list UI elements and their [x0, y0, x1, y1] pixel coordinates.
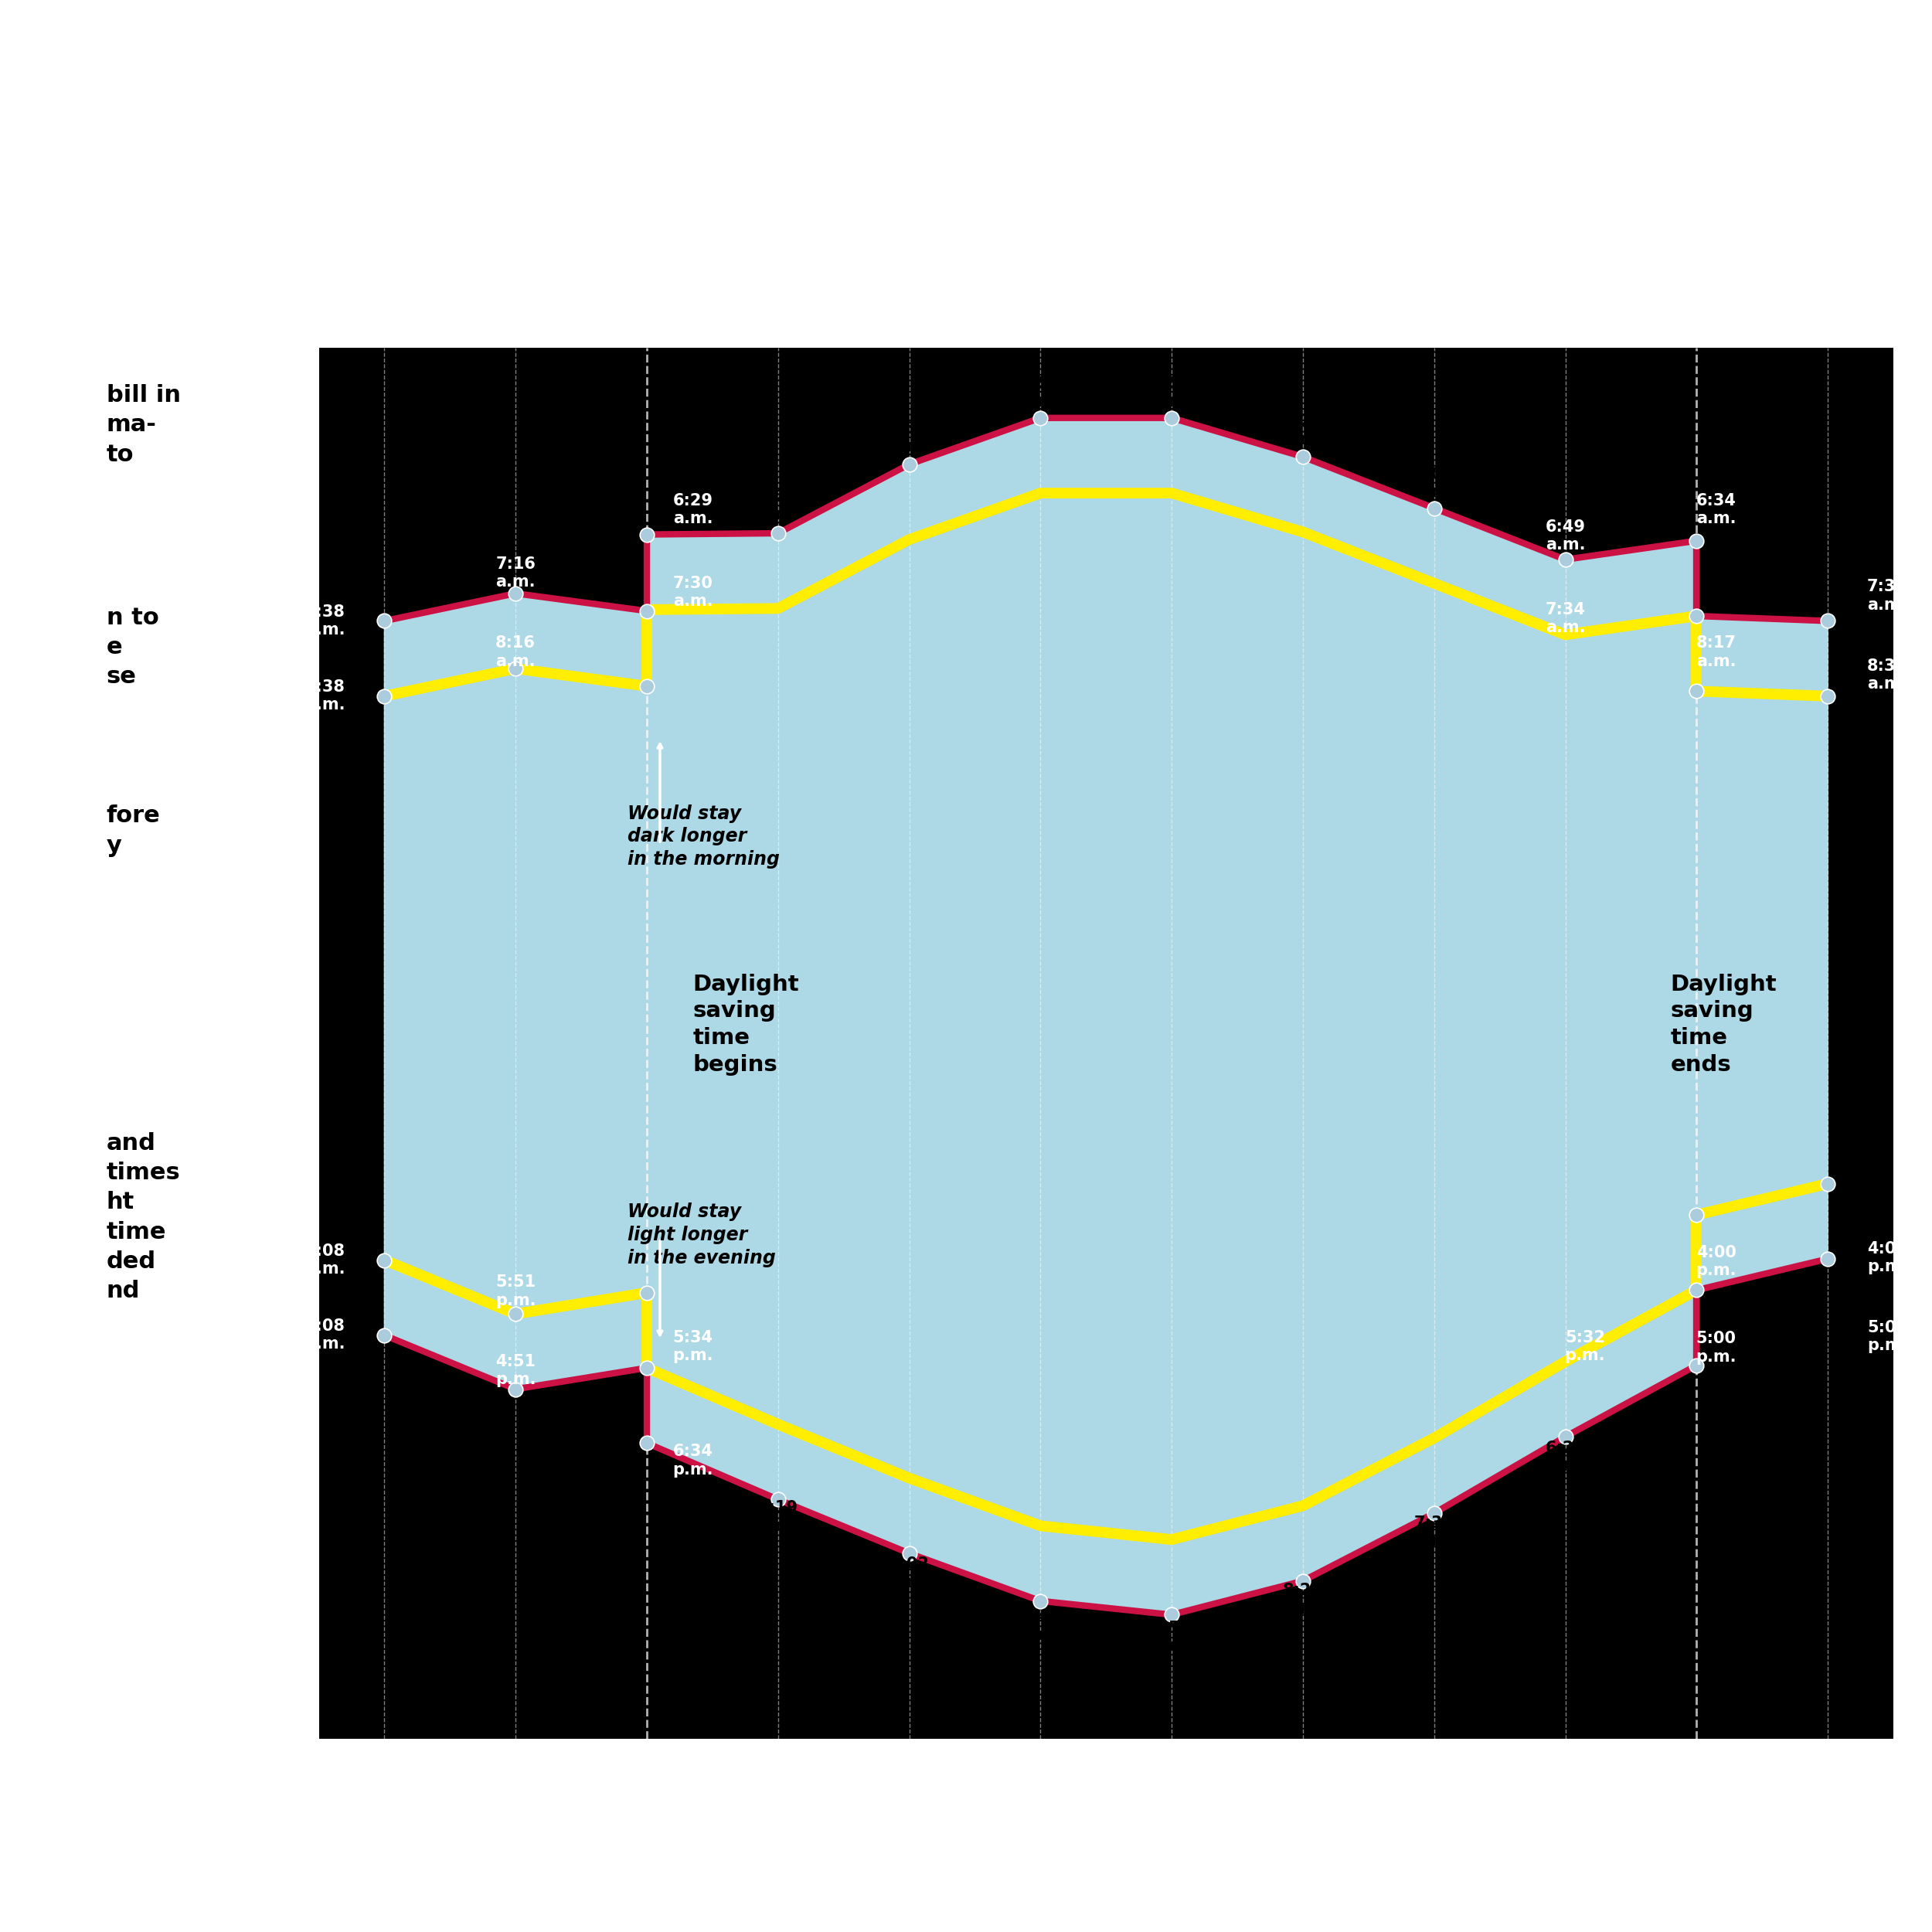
Text: 8:38
a.m.: 8:38 a.m.: [1866, 659, 1907, 692]
Text: 7:16
a.m.: 7:16 a.m.: [495, 556, 535, 589]
Point: [1155, 1600, 1186, 1631]
Point: [1287, 440, 1318, 471]
Text: 4:00
p.m.: 4:00 p.m.: [1696, 1244, 1737, 1279]
Point: [1812, 605, 1843, 636]
Point: [1155, 402, 1186, 433]
Point: [1681, 1350, 1712, 1381]
Point: [369, 680, 400, 711]
Text: and
times
ht
time
ded
nd: and times ht time ded nd: [106, 1132, 180, 1302]
Text: 4:56
a.m.: 4:56 a.m.: [1020, 377, 1061, 410]
Text: Would stay
dark longer
in the morning: Would stay dark longer in the morning: [628, 804, 779, 869]
Text: n to
e
se: n to e se: [106, 607, 158, 688]
Point: [1418, 1497, 1449, 1528]
Text: 8:02
p.m.: 8:02 p.m.: [889, 1557, 929, 1590]
Text: 8:51
p.m.: 8:51 p.m.: [1151, 1621, 1192, 1654]
Point: [369, 605, 400, 636]
Text: 7:30
a.m.: 7:30 a.m.: [672, 576, 713, 609]
Point: [1681, 1200, 1712, 1231]
Point: [895, 1538, 925, 1569]
Text: 4:07
p.m.: 4:07 p.m.: [1866, 1240, 1907, 1275]
Point: [632, 595, 663, 626]
Text: 8:16
a.m.: 8:16 a.m.: [495, 636, 535, 668]
Point: [1549, 1422, 1580, 1453]
Point: [369, 1244, 400, 1275]
Point: [500, 1298, 531, 1329]
Text: 4:51
p.m.: 4:51 p.m.: [495, 1354, 535, 1387]
Point: [1026, 1586, 1057, 1617]
Text: bill in
ma-
to: bill in ma- to: [106, 384, 180, 466]
Point: [1681, 601, 1712, 632]
Point: [369, 1320, 400, 1350]
Text: 6:29
p.m.: 6:29 p.m.: [1546, 1439, 1586, 1474]
Text: 8:38
a.m.: 8:38 a.m.: [305, 680, 346, 713]
Point: [1812, 1169, 1843, 1200]
Point: [1681, 526, 1712, 556]
Point: [1681, 676, 1712, 707]
Text: 5:34
p.m.: 5:34 p.m.: [672, 1329, 713, 1362]
Point: [500, 653, 531, 684]
Point: [500, 578, 531, 609]
Text: 6:49
a.m.: 6:49 a.m.: [1546, 520, 1586, 553]
Point: [632, 1428, 663, 1459]
Point: [632, 1277, 663, 1308]
Text: 8:24
p.m.: 8:24 p.m.: [1283, 1582, 1323, 1617]
Text: 8:17
a.m.: 8:17 a.m.: [1696, 636, 1737, 668]
Point: [763, 1484, 794, 1515]
Text: 6:28
a.m.: 6:28 a.m.: [757, 489, 798, 522]
Text: 7:38
a.m.: 7:38 a.m.: [305, 605, 346, 638]
Point: [1812, 1244, 1843, 1275]
Point: [632, 1352, 663, 1383]
Text: 6:34
p.m.: 6:34 p.m.: [672, 1443, 713, 1478]
Text: 6:34
a.m.: 6:34 a.m.: [1696, 493, 1737, 526]
Text: 7:34
a.m.: 7:34 a.m.: [1546, 601, 1586, 636]
Text: 6:08
a.m.: 6:08 a.m.: [1414, 466, 1455, 500]
Text: 7:30
p.m.: 7:30 p.m.: [1414, 1515, 1455, 1549]
Text: fore
y: fore y: [106, 806, 160, 856]
Text: 5:32
p.m.: 5:32 p.m.: [1565, 1329, 1605, 1362]
Point: [1026, 402, 1057, 433]
Text: 5:08
p.m.: 5:08 p.m.: [305, 1244, 346, 1277]
Point: [632, 670, 663, 701]
Point: [1418, 493, 1449, 524]
Text: Would stay
light longer
in the evening: Would stay light longer in the evening: [628, 1204, 775, 1267]
Text: 5:00
p.m.: 5:00 p.m.: [1696, 1331, 1737, 1364]
Text: 7:38
a.m.: 7:38 a.m.: [1866, 580, 1907, 612]
Point: [1812, 680, 1843, 711]
Point: [1287, 1565, 1318, 1596]
Text: Daylight
saving
time
ends: Daylight saving time ends: [1671, 974, 1777, 1076]
Point: [500, 1374, 531, 1405]
Text: 5:07
p.m.: 5:07 p.m.: [1866, 1320, 1907, 1352]
Text: 5:27
a.m.: 5:27 a.m.: [1283, 413, 1323, 446]
Point: [1549, 545, 1580, 576]
Text: 5:51
p.m.: 5:51 p.m.: [495, 1275, 535, 1308]
Point: [763, 518, 794, 549]
Point: [895, 448, 925, 479]
Polygon shape: [384, 417, 1828, 1615]
Text: 4:56
a.m.: 4:56 a.m.: [1151, 377, 1192, 410]
Text: 7:19
p.m.: 7:19 p.m.: [757, 1501, 798, 1534]
Text: Daylight
saving
time
begins: Daylight saving time begins: [694, 974, 800, 1076]
Text: 4:08
p.m.: 4:08 p.m.: [305, 1318, 346, 1352]
Text: 8:40
p.m.: 8:40 p.m.: [1020, 1609, 1061, 1642]
Text: 5:33
a.m.: 5:33 a.m.: [889, 421, 929, 454]
Text: 6:29
a.m.: 6:29 a.m.: [672, 493, 713, 526]
Point: [632, 520, 663, 551]
Point: [1681, 1275, 1712, 1306]
